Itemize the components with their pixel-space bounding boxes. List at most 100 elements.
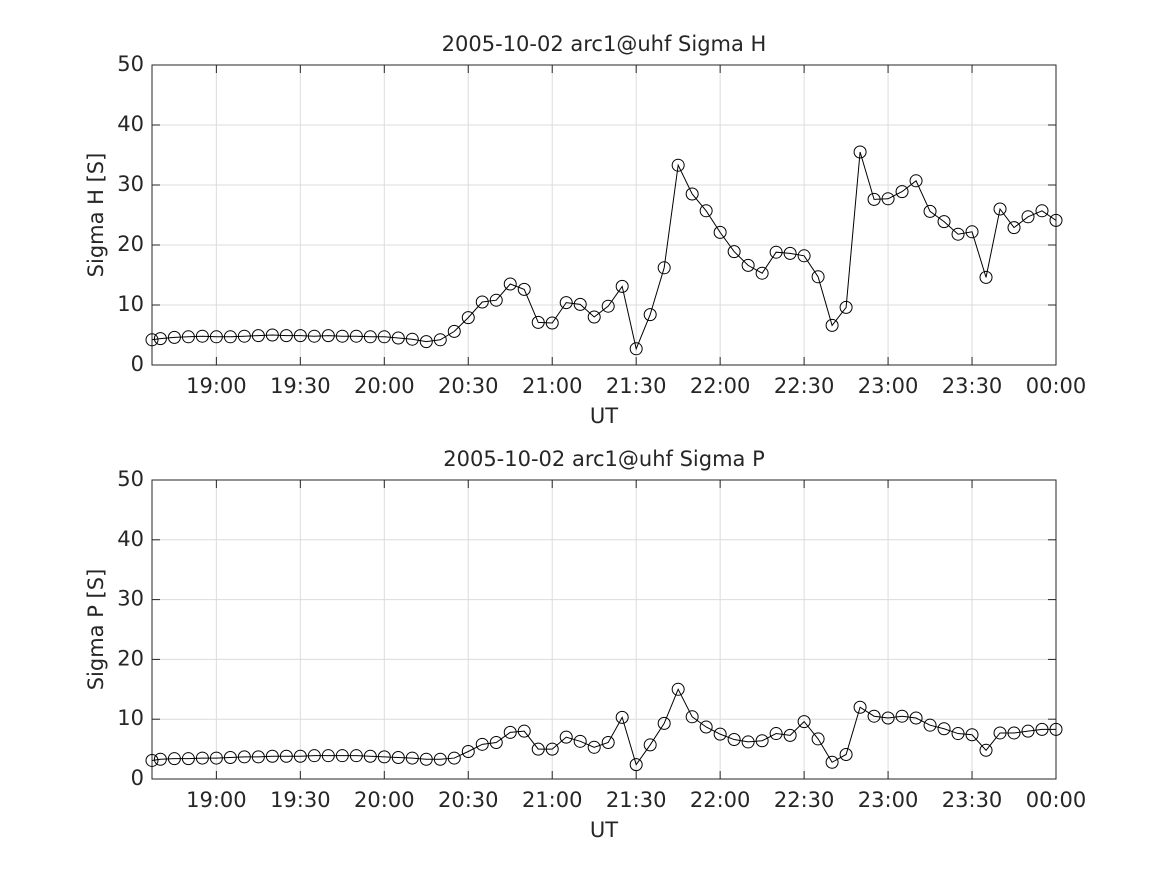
data-point <box>965 225 979 239</box>
data-point <box>783 728 797 742</box>
y-tick-label: 0 <box>131 352 144 376</box>
data-point <box>895 709 909 723</box>
data-point <box>587 740 601 754</box>
data-line <box>151 151 1057 351</box>
x-tick-label: 20:30 <box>438 788 499 812</box>
x-tick-label: 23:00 <box>858 788 919 812</box>
x-tick-label: 20:30 <box>438 374 499 398</box>
y-axis-label: Sigma P [S] <box>84 569 108 691</box>
y-tick-label: 20 <box>117 232 144 256</box>
data-point <box>923 204 937 218</box>
data-point <box>419 335 433 349</box>
data-point <box>391 750 405 764</box>
data-point <box>1021 210 1035 224</box>
data-point <box>167 330 181 344</box>
data-point <box>153 752 167 766</box>
data-point <box>405 751 419 765</box>
data-point <box>601 736 615 750</box>
data-point <box>195 751 209 765</box>
x-tick-label: 00:00 <box>1026 374 1087 398</box>
data-point <box>181 752 195 766</box>
data-point <box>293 329 307 343</box>
x-tick-label: 23:00 <box>858 374 919 398</box>
x-tick-label: 22:30 <box>774 374 835 398</box>
data-point <box>699 204 713 218</box>
data-point <box>433 333 447 347</box>
plot-area <box>152 480 1056 779</box>
data-point <box>755 266 769 280</box>
data-point <box>601 299 615 313</box>
x-tick-label: 22:00 <box>690 788 751 812</box>
data-point <box>1049 722 1063 736</box>
data-point <box>699 720 713 734</box>
data-point <box>531 742 545 756</box>
data-point <box>811 732 825 746</box>
data-point <box>391 331 405 345</box>
data-point <box>349 749 363 763</box>
plot-area <box>152 65 1056 365</box>
data-point <box>321 749 335 763</box>
x-axis-label: UT <box>590 818 618 842</box>
data-point <box>559 730 573 744</box>
x-axis-label: UT <box>590 404 618 428</box>
x-tick-label: 20:00 <box>354 374 415 398</box>
data-point <box>629 342 643 356</box>
x-tick-label: 23:30 <box>942 788 1003 812</box>
data-point <box>377 750 391 764</box>
data-point <box>335 749 349 763</box>
data-point <box>629 758 643 772</box>
x-tick-label: 21:00 <box>522 374 583 398</box>
data-point <box>559 296 573 310</box>
data-point <box>279 329 293 343</box>
data-point <box>181 330 195 344</box>
data-point <box>279 749 293 763</box>
data-point <box>531 315 545 329</box>
y-tick-label: 30 <box>117 587 144 611</box>
data-point <box>1049 213 1063 227</box>
data-point <box>727 733 741 747</box>
data-point <box>517 282 531 296</box>
data-point <box>223 750 237 764</box>
data-point <box>825 755 839 769</box>
data-point <box>615 710 629 724</box>
data-point <box>993 202 1007 216</box>
x-tick-label: 22:30 <box>774 788 835 812</box>
data-point <box>643 738 657 752</box>
data-point <box>447 324 461 338</box>
data-point <box>671 158 685 172</box>
x-tick-label: 19:00 <box>186 788 247 812</box>
data-line <box>151 688 1056 766</box>
data-point <box>433 752 447 766</box>
data-point <box>923 718 937 732</box>
data-point <box>251 750 265 764</box>
data-point <box>797 249 811 263</box>
data-point <box>489 736 503 750</box>
data-point <box>727 245 741 259</box>
x-tick-label: 00:00 <box>1026 788 1087 812</box>
data-point <box>349 329 363 343</box>
data-point <box>783 246 797 260</box>
data-point <box>1007 726 1021 740</box>
x-tick-label: 19:00 <box>186 374 247 398</box>
data-point <box>237 750 251 764</box>
y-tick-label: 40 <box>117 527 144 551</box>
data-point <box>881 192 895 206</box>
data-point <box>951 727 965 741</box>
data-point <box>489 293 503 307</box>
data-point <box>1007 221 1021 235</box>
x-tick-label: 23:30 <box>942 374 1003 398</box>
data-point <box>979 743 993 757</box>
data-point <box>965 728 979 742</box>
data-point <box>615 279 629 293</box>
data-point <box>145 333 159 347</box>
y-tick-label: 50 <box>117 52 144 76</box>
axes-box <box>151 64 1057 366</box>
data-point <box>573 297 587 311</box>
x-tick-label: 19:30 <box>270 788 331 812</box>
data-point <box>909 174 923 188</box>
data-point <box>685 187 699 201</box>
data-point <box>307 749 321 763</box>
y-tick-label: 0 <box>131 766 144 790</box>
data-point <box>937 215 951 229</box>
data-point <box>769 727 783 741</box>
